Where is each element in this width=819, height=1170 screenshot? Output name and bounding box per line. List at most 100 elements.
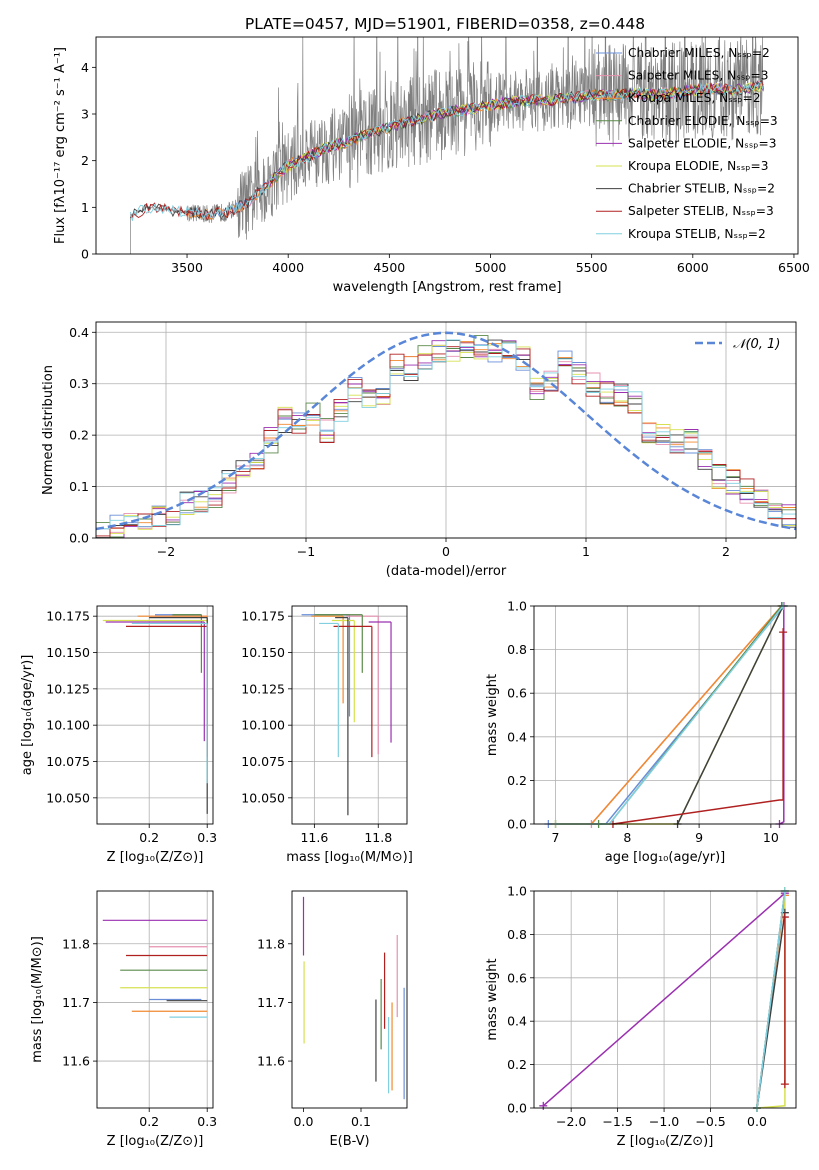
residuals-histogram-4 xyxy=(96,340,796,538)
mass-vs-EBV-ytick-label: 11.8 xyxy=(257,936,285,951)
residuals-xtick-label: 2 xyxy=(722,544,730,559)
residuals-ytick-label: 0.4 xyxy=(69,325,89,340)
age-vs-mass-ytick-label: 10.050 xyxy=(241,790,285,805)
age-vs-mass-point-5 xyxy=(331,619,355,723)
massweight-vs-Z-xtick-label: −1.0 xyxy=(649,1114,679,1129)
spectrum-legend-label: Chabrier MILES, Nₛₛₚ=2 xyxy=(628,46,770,60)
residuals-ytick-label: 0.2 xyxy=(69,428,89,443)
age-vs-mass-ytick-label: 10.175 xyxy=(241,609,285,624)
age-vs-mass-point-2 xyxy=(311,615,344,704)
spectrum-model-line-8 xyxy=(129,80,765,221)
massweight-vs-age-xtick-label: 10 xyxy=(763,830,779,845)
spectrum-legend-label: Salpeter ELODIE, Nₛₛₚ=3 xyxy=(628,136,776,150)
spectrum-legend-label: Chabrier ELODIE, Nₛₛₚ=3 xyxy=(628,114,778,128)
mass-vs-EBV-xtick-label: 0.0 xyxy=(294,1114,314,1129)
age-vs-mass-point-6 xyxy=(335,617,349,816)
residuals-gaussian-curve xyxy=(95,331,797,531)
massweight-vs-age-ytick-label: 0.6 xyxy=(507,686,527,701)
massweight-vs-age-series-7 xyxy=(612,632,784,825)
massweight-vs-age-ytick-label: 0.2 xyxy=(507,773,527,788)
massweight-vs-Z-ytick-label: 0.4 xyxy=(507,1014,527,1029)
age-vs-mass-frame xyxy=(291,605,408,825)
age-vs-mass-xtick-label: 11.8 xyxy=(364,830,392,845)
age-vs-Z-ytick-label: 10.050 xyxy=(46,790,90,805)
massweight-vs-Z-series-8 xyxy=(756,890,786,1109)
spectrum-frame xyxy=(95,36,799,255)
residuals-ytick-label: 0.0 xyxy=(69,531,89,546)
massweight-vs-age-xlabel: age [log₁₀(age/yr)] xyxy=(605,850,726,865)
massweight-vs-age-marker-7 xyxy=(779,628,788,637)
spectrum-ylabel: Flux [fλ10⁻¹⁷ erg cm⁻² s⁻¹ A⁻¹] xyxy=(53,47,68,244)
massweight-vs-age-ytick-label: 1.0 xyxy=(507,599,527,614)
massweight-vs-age-ytick-label: 0.0 xyxy=(507,817,527,832)
age-vs-Z-frame xyxy=(96,605,214,825)
age-vs-Z-point-4 xyxy=(105,621,205,742)
massweight-vs-Z-series-4 xyxy=(542,892,786,1107)
residuals-ytick-label: 0.3 xyxy=(69,376,89,391)
massweight-vs-Z-marker-start-4 xyxy=(539,1101,548,1110)
residuals-ytick-label: 0.1 xyxy=(69,479,89,494)
massweight-vs-Z-ytick-label: 0.2 xyxy=(507,1057,527,1072)
age-vs-mass-ytick-label: 10.075 xyxy=(241,754,285,769)
spectrum-ytick-label: 0 xyxy=(81,247,89,262)
spectrum-xtick-label: 3500 xyxy=(171,260,203,275)
mass-vs-EBV-xtick-label: 0.1 xyxy=(351,1114,371,1129)
mass-vs-Z-ylabel: mass [log₁₀(M/M⊙)] xyxy=(30,936,45,1063)
massweight-vs-Z-marker-start-7 xyxy=(780,1080,789,1089)
spectrum-legend-label: Kroupa ELODIE, Nₛₛₚ=3 xyxy=(628,159,768,173)
residuals-histogram-8 xyxy=(96,339,796,538)
massweight-vs-Z-ytick-label: 0.6 xyxy=(507,970,527,985)
age-vs-mass-point-3 xyxy=(314,614,363,673)
massweight-vs-Z-frame xyxy=(533,890,797,1109)
age-vs-mass-xlabel: mass [log₁₀(M/M⊙)] xyxy=(286,850,413,865)
age-vs-mass-point-7 xyxy=(333,625,373,758)
spectrum-legend-label: Chabrier STELIB, Nₛₛₚ=2 xyxy=(628,182,775,196)
massweight-vs-age-ytick-label: 0.8 xyxy=(507,642,527,657)
age-vs-Z-ytick-label: 10.125 xyxy=(46,681,90,696)
residuals-xtick-label: −1 xyxy=(297,544,315,559)
residuals-xlabel: (data-model)/error xyxy=(386,564,507,579)
age-vs-Z-ytick-label: 10.150 xyxy=(46,645,90,660)
age-vs-Z-point-8 xyxy=(131,622,208,784)
massweight-vs-age-ylabel: mass weight xyxy=(485,674,500,756)
age-vs-mass-ytick-label: 10.100 xyxy=(241,718,285,733)
age-vs-Z-ytick-label: 10.100 xyxy=(46,718,90,733)
age-vs-mass-point-8 xyxy=(319,622,339,758)
spectrum-xtick-label: 4500 xyxy=(373,260,405,275)
massweight-vs-age-ytick-label: 0.4 xyxy=(507,729,527,744)
mass-vs-Z-xtick-label: 0.2 xyxy=(139,1114,159,1129)
massweight-vs-age-frame xyxy=(533,605,797,825)
residuals-xtick-label: −2 xyxy=(157,544,175,559)
spectrum-xtick-label: 6500 xyxy=(778,260,810,275)
massweight-vs-Z-xtick-label: 0.0 xyxy=(747,1114,767,1129)
mass-vs-Z-xtick-label: 0.3 xyxy=(197,1114,217,1129)
spectrum-ytick-label: 4 xyxy=(81,60,89,75)
age-vs-Z-point-3 xyxy=(172,614,202,673)
mass-vs-EBV-frame xyxy=(291,890,408,1109)
mass-vs-EBV-axes xyxy=(288,943,362,1112)
spectrum-axes xyxy=(92,66,795,258)
mass-vs-EBV-xlabel: E(B-V) xyxy=(329,1134,369,1149)
residuals-frame xyxy=(95,321,797,539)
massweight-vs-Z-ylabel: mass weight xyxy=(485,958,500,1040)
age-vs-Z-xlabel: Z [log₁₀(Z/Z⊙)] xyxy=(107,850,204,865)
age-vs-Z-ytick-label: 10.075 xyxy=(46,754,90,769)
residuals-xtick-label: 1 xyxy=(582,544,590,559)
spectrum-xtick-label: 5500 xyxy=(576,260,608,275)
massweight-vs-Z-ytick-label: 0.8 xyxy=(507,927,527,942)
massweight-vs-age-xtick-label: 9 xyxy=(695,830,703,845)
age-vs-mass-ytick-label: 10.150 xyxy=(241,645,285,660)
massweight-vs-Z-xlabel: Z [log₁₀(Z/Z⊙)] xyxy=(617,1134,714,1149)
massweight-vs-age-axes xyxy=(530,605,796,828)
spectrum-xtick-label: 5000 xyxy=(475,260,507,275)
spectrum-xtick-label: 6000 xyxy=(677,260,709,275)
mass-vs-EBV-ytick-label: 11.7 xyxy=(257,995,285,1010)
age-vs-Z-xtick-label: 0.2 xyxy=(139,830,159,845)
massweight-vs-Z-xtick-label: −0.5 xyxy=(695,1114,725,1129)
mass-vs-EBV-ytick-label: 11.6 xyxy=(257,1054,285,1069)
massweight-vs-age-xtick-label: 8 xyxy=(623,830,631,845)
age-vs-Z-xtick-label: 0.3 xyxy=(197,830,217,845)
age-vs-mass-ytick-label: 10.125 xyxy=(241,681,285,696)
spectrum-ytick-label: 2 xyxy=(81,153,89,168)
